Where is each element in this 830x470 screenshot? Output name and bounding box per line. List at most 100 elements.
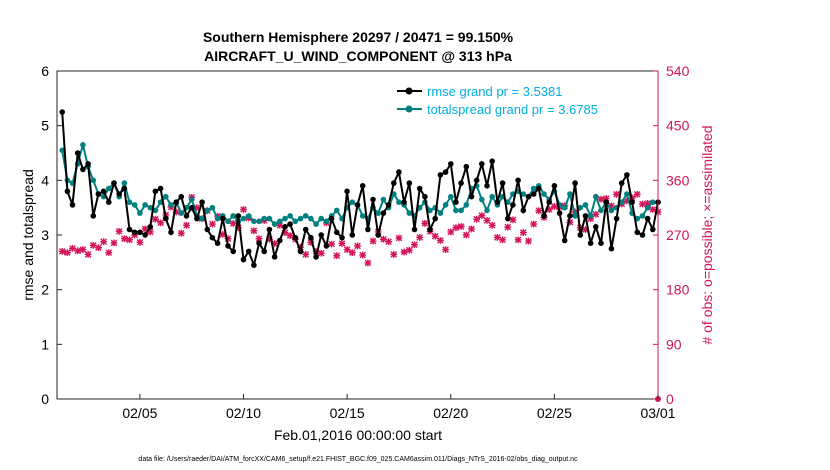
x-tick-label: 03/01 bbox=[640, 405, 675, 421]
obs-assimilated-marker bbox=[338, 240, 346, 247]
rmse-point bbox=[365, 226, 371, 233]
rmse-point bbox=[95, 191, 102, 197]
rmse-point bbox=[370, 196, 376, 203]
spread-point bbox=[406, 210, 413, 216]
spread-point bbox=[245, 213, 252, 219]
obs-assimilated-marker bbox=[281, 229, 289, 236]
rmse-point bbox=[209, 234, 216, 241]
spread-point bbox=[131, 202, 138, 208]
obs-assimilated-marker bbox=[115, 227, 123, 235]
spread-point bbox=[59, 147, 65, 154]
spread-point bbox=[142, 202, 148, 208]
y-left-tick-label: 5 bbox=[41, 118, 49, 134]
rmse-point bbox=[572, 180, 578, 186]
rmse-point bbox=[225, 243, 231, 249]
rmse-line bbox=[61, 111, 659, 269]
rmse-point bbox=[85, 161, 91, 167]
x-tick-label: 02/05 bbox=[122, 405, 157, 421]
rmse-point bbox=[587, 240, 594, 246]
spread-point bbox=[277, 218, 283, 225]
chart-title-line2: AIRCRAFT_U_WIND_COMPONENT @ 313 hPa bbox=[204, 48, 512, 64]
rmse-point bbox=[100, 188, 107, 195]
obs-assimilated-marker bbox=[504, 223, 512, 231]
rmse-point bbox=[396, 169, 402, 175]
spread-point bbox=[292, 218, 299, 225]
spread-point bbox=[271, 221, 278, 227]
x-tick-label: 02/15 bbox=[330, 405, 365, 421]
obs-assimilated-marker bbox=[219, 230, 227, 238]
spread-point bbox=[261, 215, 268, 222]
legend: rmse grand pr = 3.5381 totalspread grand… bbox=[392, 82, 650, 120]
rmse-point bbox=[411, 226, 418, 233]
rmse-point bbox=[178, 193, 185, 200]
y-left-tick-label: 4 bbox=[41, 172, 49, 188]
rmse-point bbox=[163, 215, 169, 222]
spread-point bbox=[168, 202, 174, 208]
spread-point bbox=[582, 202, 589, 208]
rmse-point bbox=[448, 161, 454, 167]
spread-point bbox=[484, 207, 490, 214]
spread-point bbox=[199, 215, 205, 222]
obs-assimilated-marker bbox=[644, 200, 652, 207]
obs-assimilated-marker bbox=[649, 206, 657, 213]
rmse-point bbox=[240, 256, 247, 263]
obs-assimilated-marker bbox=[141, 225, 149, 233]
rmse-point bbox=[551, 183, 558, 189]
obs-assimilated-marker bbox=[395, 234, 403, 242]
rmse-point bbox=[194, 215, 200, 222]
obs-assimilated-marker bbox=[566, 218, 574, 226]
rmse-point bbox=[598, 240, 604, 246]
rmse-point bbox=[323, 243, 330, 249]
rmse-point bbox=[484, 183, 490, 189]
obs-assimilated-marker bbox=[488, 221, 496, 229]
rmse-point bbox=[64, 188, 71, 195]
rmse-point bbox=[230, 248, 236, 255]
rmse-point bbox=[344, 188, 350, 195]
rmse-point bbox=[256, 240, 262, 246]
rmse-point bbox=[577, 232, 584, 238]
obs-assimilated-marker bbox=[146, 228, 154, 236]
obs-assimilated-marker bbox=[525, 237, 532, 245]
obs-assimilated-marker bbox=[240, 206, 247, 213]
obs-assimilated-marker bbox=[193, 204, 201, 212]
rmse-point bbox=[106, 199, 112, 205]
spread-point bbox=[204, 207, 211, 214]
rmse-point bbox=[624, 172, 630, 178]
obs-assimilated-marker bbox=[530, 220, 538, 228]
rmse-point bbox=[541, 213, 547, 219]
obs-assimilated-marker bbox=[100, 238, 108, 246]
spread-point bbox=[323, 218, 330, 225]
obs-assimilated-marker bbox=[411, 241, 418, 249]
rmse-point bbox=[59, 109, 65, 115]
spread-point bbox=[240, 215, 247, 222]
obs-assimilated-marker bbox=[483, 217, 491, 224]
obs-assimilated-marker bbox=[229, 220, 237, 227]
rmse-point bbox=[515, 177, 521, 184]
y-right-tick-label: 450 bbox=[666, 118, 690, 134]
obs-assimilated-marker bbox=[333, 252, 341, 260]
rmse-point bbox=[334, 229, 340, 236]
rmse-point bbox=[80, 166, 86, 173]
rmse-point bbox=[137, 229, 143, 236]
rmse-point bbox=[520, 207, 527, 214]
obs-assimilated-marker bbox=[447, 228, 455, 236]
y-right-tick-label: 0 bbox=[666, 391, 674, 407]
obs-assimilated-marker bbox=[209, 220, 216, 228]
obs-assimilated-marker bbox=[514, 236, 522, 244]
chart-title-line1: Southern Hemisphere 20297 / 20471 = 99.1… bbox=[203, 29, 514, 45]
y-right-tick-label: 270 bbox=[666, 227, 690, 243]
obs-assimilated-marker bbox=[157, 219, 165, 227]
rmse-point bbox=[499, 180, 506, 186]
y-left-tick-label: 1 bbox=[41, 336, 49, 352]
spread-point bbox=[334, 207, 340, 214]
obs-assimilated-marker bbox=[405, 246, 413, 254]
rmse-point bbox=[650, 226, 656, 233]
obs-assimilated-marker bbox=[436, 237, 444, 244]
rmse-point bbox=[479, 161, 485, 167]
obs-assimilated-marker bbox=[110, 239, 118, 247]
obs-assimilated-marker bbox=[535, 207, 543, 215]
rmse-point bbox=[152, 188, 159, 195]
rmse-point bbox=[220, 215, 226, 222]
spread-point bbox=[359, 213, 366, 219]
rmse-point bbox=[302, 226, 309, 233]
